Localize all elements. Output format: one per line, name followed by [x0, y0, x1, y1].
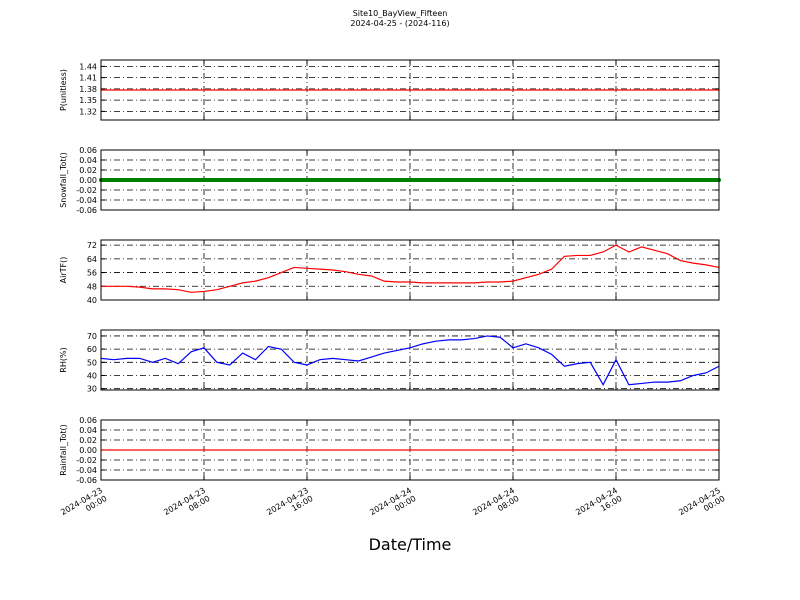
y-tick-label: -0.02	[76, 456, 97, 465]
y-tick-label: 0.00	[79, 446, 97, 455]
y-tick-label: -0.02	[76, 186, 97, 195]
panel-frame	[100, 329, 720, 391]
data-line	[100, 244, 720, 293]
y-axis-label: RH(%)	[59, 347, 68, 372]
y-axis-label: P(unitless)	[59, 69, 68, 111]
y-tick-label: 1.44	[79, 62, 97, 71]
y-tick-label: -0.04	[76, 196, 97, 205]
y-tick-label: 60	[87, 345, 97, 354]
y-tick-label: 30	[87, 385, 97, 394]
y-tick-label: 0.06	[79, 416, 97, 425]
y-tick-label: 56	[87, 269, 97, 278]
data-line	[100, 335, 720, 386]
panel-frame	[100, 59, 720, 121]
y-tick-label: 40	[87, 296, 97, 305]
y-tick-label: -0.04	[76, 466, 97, 475]
chart-title: Site10_BayView_Fifteen	[353, 9, 448, 18]
chart-subtitle: 2024-04-25 - (2024-116)	[350, 19, 449, 28]
y-tick-label: 0.00	[79, 176, 97, 185]
y-tick-label: 0.02	[79, 436, 97, 445]
y-axis-label: Rainfall_Tot()	[59, 424, 68, 476]
panel-frame	[100, 419, 720, 481]
x-tick-label: 2024-04-2408:00	[471, 486, 520, 525]
panel-frame	[100, 149, 720, 211]
x-axis-label: Date/Time	[369, 535, 452, 554]
x-tick-label: 2024-04-2400:00	[368, 486, 417, 525]
panel-frame	[100, 239, 720, 301]
x-tick-label: 2024-04-2500:00	[677, 486, 726, 525]
y-tick-label: 0.06	[79, 146, 97, 155]
y-tick-label: -0.06	[76, 206, 97, 215]
y-tick-label: 50	[87, 358, 97, 367]
y-tick-label: -0.06	[76, 476, 97, 485]
y-tick-label: 40	[87, 371, 97, 380]
y-tick-label: 0.04	[79, 426, 97, 435]
y-tick-label: 0.02	[79, 166, 97, 175]
x-tick-label: 2024-04-2416:00	[574, 486, 623, 525]
y-tick-label: 72	[87, 241, 97, 250]
x-tick-label: 2024-04-2308:00	[162, 486, 211, 525]
y-tick-label: 1.38	[79, 85, 97, 94]
y-tick-label: 1.41	[79, 74, 97, 83]
y-tick-label: 70	[87, 332, 97, 341]
x-tick-label: 2024-04-2300:00	[59, 486, 108, 525]
y-axis-label: AirTF()	[59, 257, 68, 284]
y-tick-label: 0.04	[79, 156, 97, 165]
y-axis-label: Snowfall_Tot()	[59, 152, 68, 208]
x-tick-label: 2024-04-2316:00	[265, 486, 314, 525]
y-tick-label: 1.32	[79, 107, 97, 116]
y-tick-label: 64	[87, 255, 97, 264]
y-tick-label: 48	[87, 282, 97, 291]
y-tick-label: 1.35	[79, 96, 97, 105]
